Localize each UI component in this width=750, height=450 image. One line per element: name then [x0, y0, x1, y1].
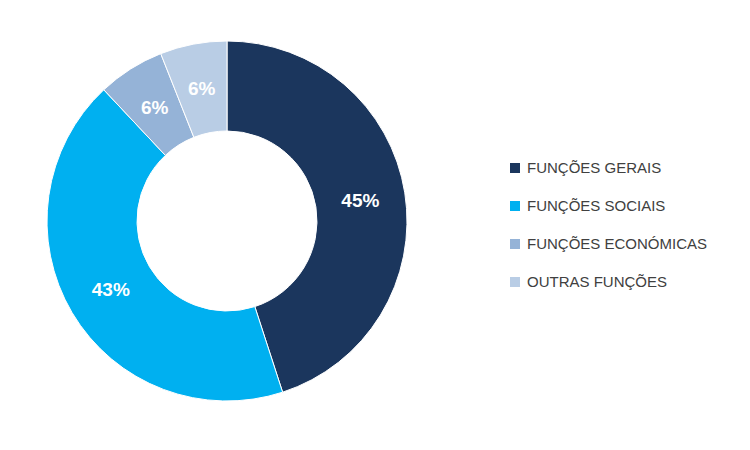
legend-swatch — [510, 163, 520, 173]
legend-label: FUNÇÕES GERAIS — [527, 159, 661, 176]
legend-item: FUNÇÕES ECONÓMICAS — [510, 235, 707, 252]
data-label: 43% — [92, 279, 130, 300]
legend-label: FUNÇÕES SOCIAIS — [527, 197, 665, 214]
legend-label: OUTRAS FUNÇÕES — [527, 273, 667, 290]
legend: FUNÇÕES GERAIS FUNÇÕES SOCIAIS FUNÇÕES ECO… — [510, 159, 707, 290]
legend-label: FUNÇÕES ECONÓMICAS — [527, 235, 707, 252]
data-label: 6% — [188, 78, 216, 99]
data-label: 45% — [341, 190, 379, 211]
slice — [161, 41, 227, 137]
plot-area — [47, 41, 407, 401]
data-label: 6% — [141, 97, 169, 118]
legend-item: OUTRAS FUNÇÕES — [510, 273, 667, 290]
data-labels: 45% 43% 6% 6% — [92, 78, 380, 300]
legend-swatch — [510, 201, 520, 211]
legend-item: FUNÇÕES SOCIAIS — [510, 197, 665, 214]
slices — [47, 41, 407, 401]
legend-swatch — [510, 277, 520, 287]
legend-item: FUNÇÕES GERAIS — [510, 159, 661, 176]
chart: 45%43%6%6%FUNÇÕES GERAISFUNÇÕES SOCIAISF… — [0, 0, 750, 450]
legend-swatch — [510, 239, 520, 249]
